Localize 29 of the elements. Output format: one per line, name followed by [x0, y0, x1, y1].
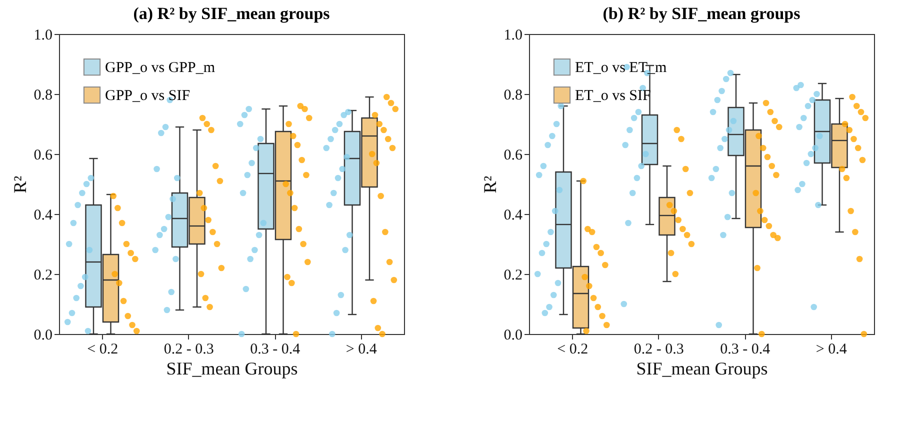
x-axis-title: SIF_mean Groups [166, 358, 298, 378]
y-tick-label: 0.6 [504, 148, 523, 164]
y-tick-label: 0.8 [504, 88, 522, 104]
y-tick-label: 0.4 [34, 208, 53, 224]
x-axis-title: SIF_mean Groups [636, 358, 768, 378]
y-tick-label: 0.8 [34, 88, 52, 104]
x-tick-label: < 0.2 [87, 342, 118, 358]
x-tick-label: > 0.4 [346, 342, 378, 358]
legend-label: GPP_o vs GPP_m [105, 60, 216, 76]
y-tick-label: 0.0 [504, 328, 522, 344]
y-axis-title: R² [10, 176, 30, 194]
y-tick-label: 0.2 [34, 268, 52, 284]
x-tick-label: 0.3 - 0.4 [250, 342, 301, 358]
x-tick-label: 0.2 - 0.3 [164, 342, 214, 358]
y-tick-label: 0.4 [504, 208, 523, 224]
y-axis-title: R² [480, 176, 500, 194]
y-tick-label: 1.0 [504, 28, 522, 44]
legend-label: ET_o vs ET_m [575, 60, 667, 76]
chart-title: (a) R² by SIF_mean groups [133, 4, 330, 23]
y-tick-label: 0.6 [34, 148, 53, 164]
x-tick-label: > 0.4 [816, 342, 848, 358]
x-tick-label: 0.3 - 0.4 [720, 342, 771, 358]
legend-label: GPP_o vs SIF [105, 88, 190, 104]
y-tick-label: 0.2 [504, 268, 522, 284]
chart-title: (b) R² by SIF_mean groups [602, 4, 801, 23]
x-tick-label: 0.2 - 0.3 [634, 342, 684, 358]
y-tick-label: 1.0 [34, 28, 52, 44]
x-tick-label: < 0.2 [557, 342, 588, 358]
y-tick-label: 0.0 [34, 328, 52, 344]
